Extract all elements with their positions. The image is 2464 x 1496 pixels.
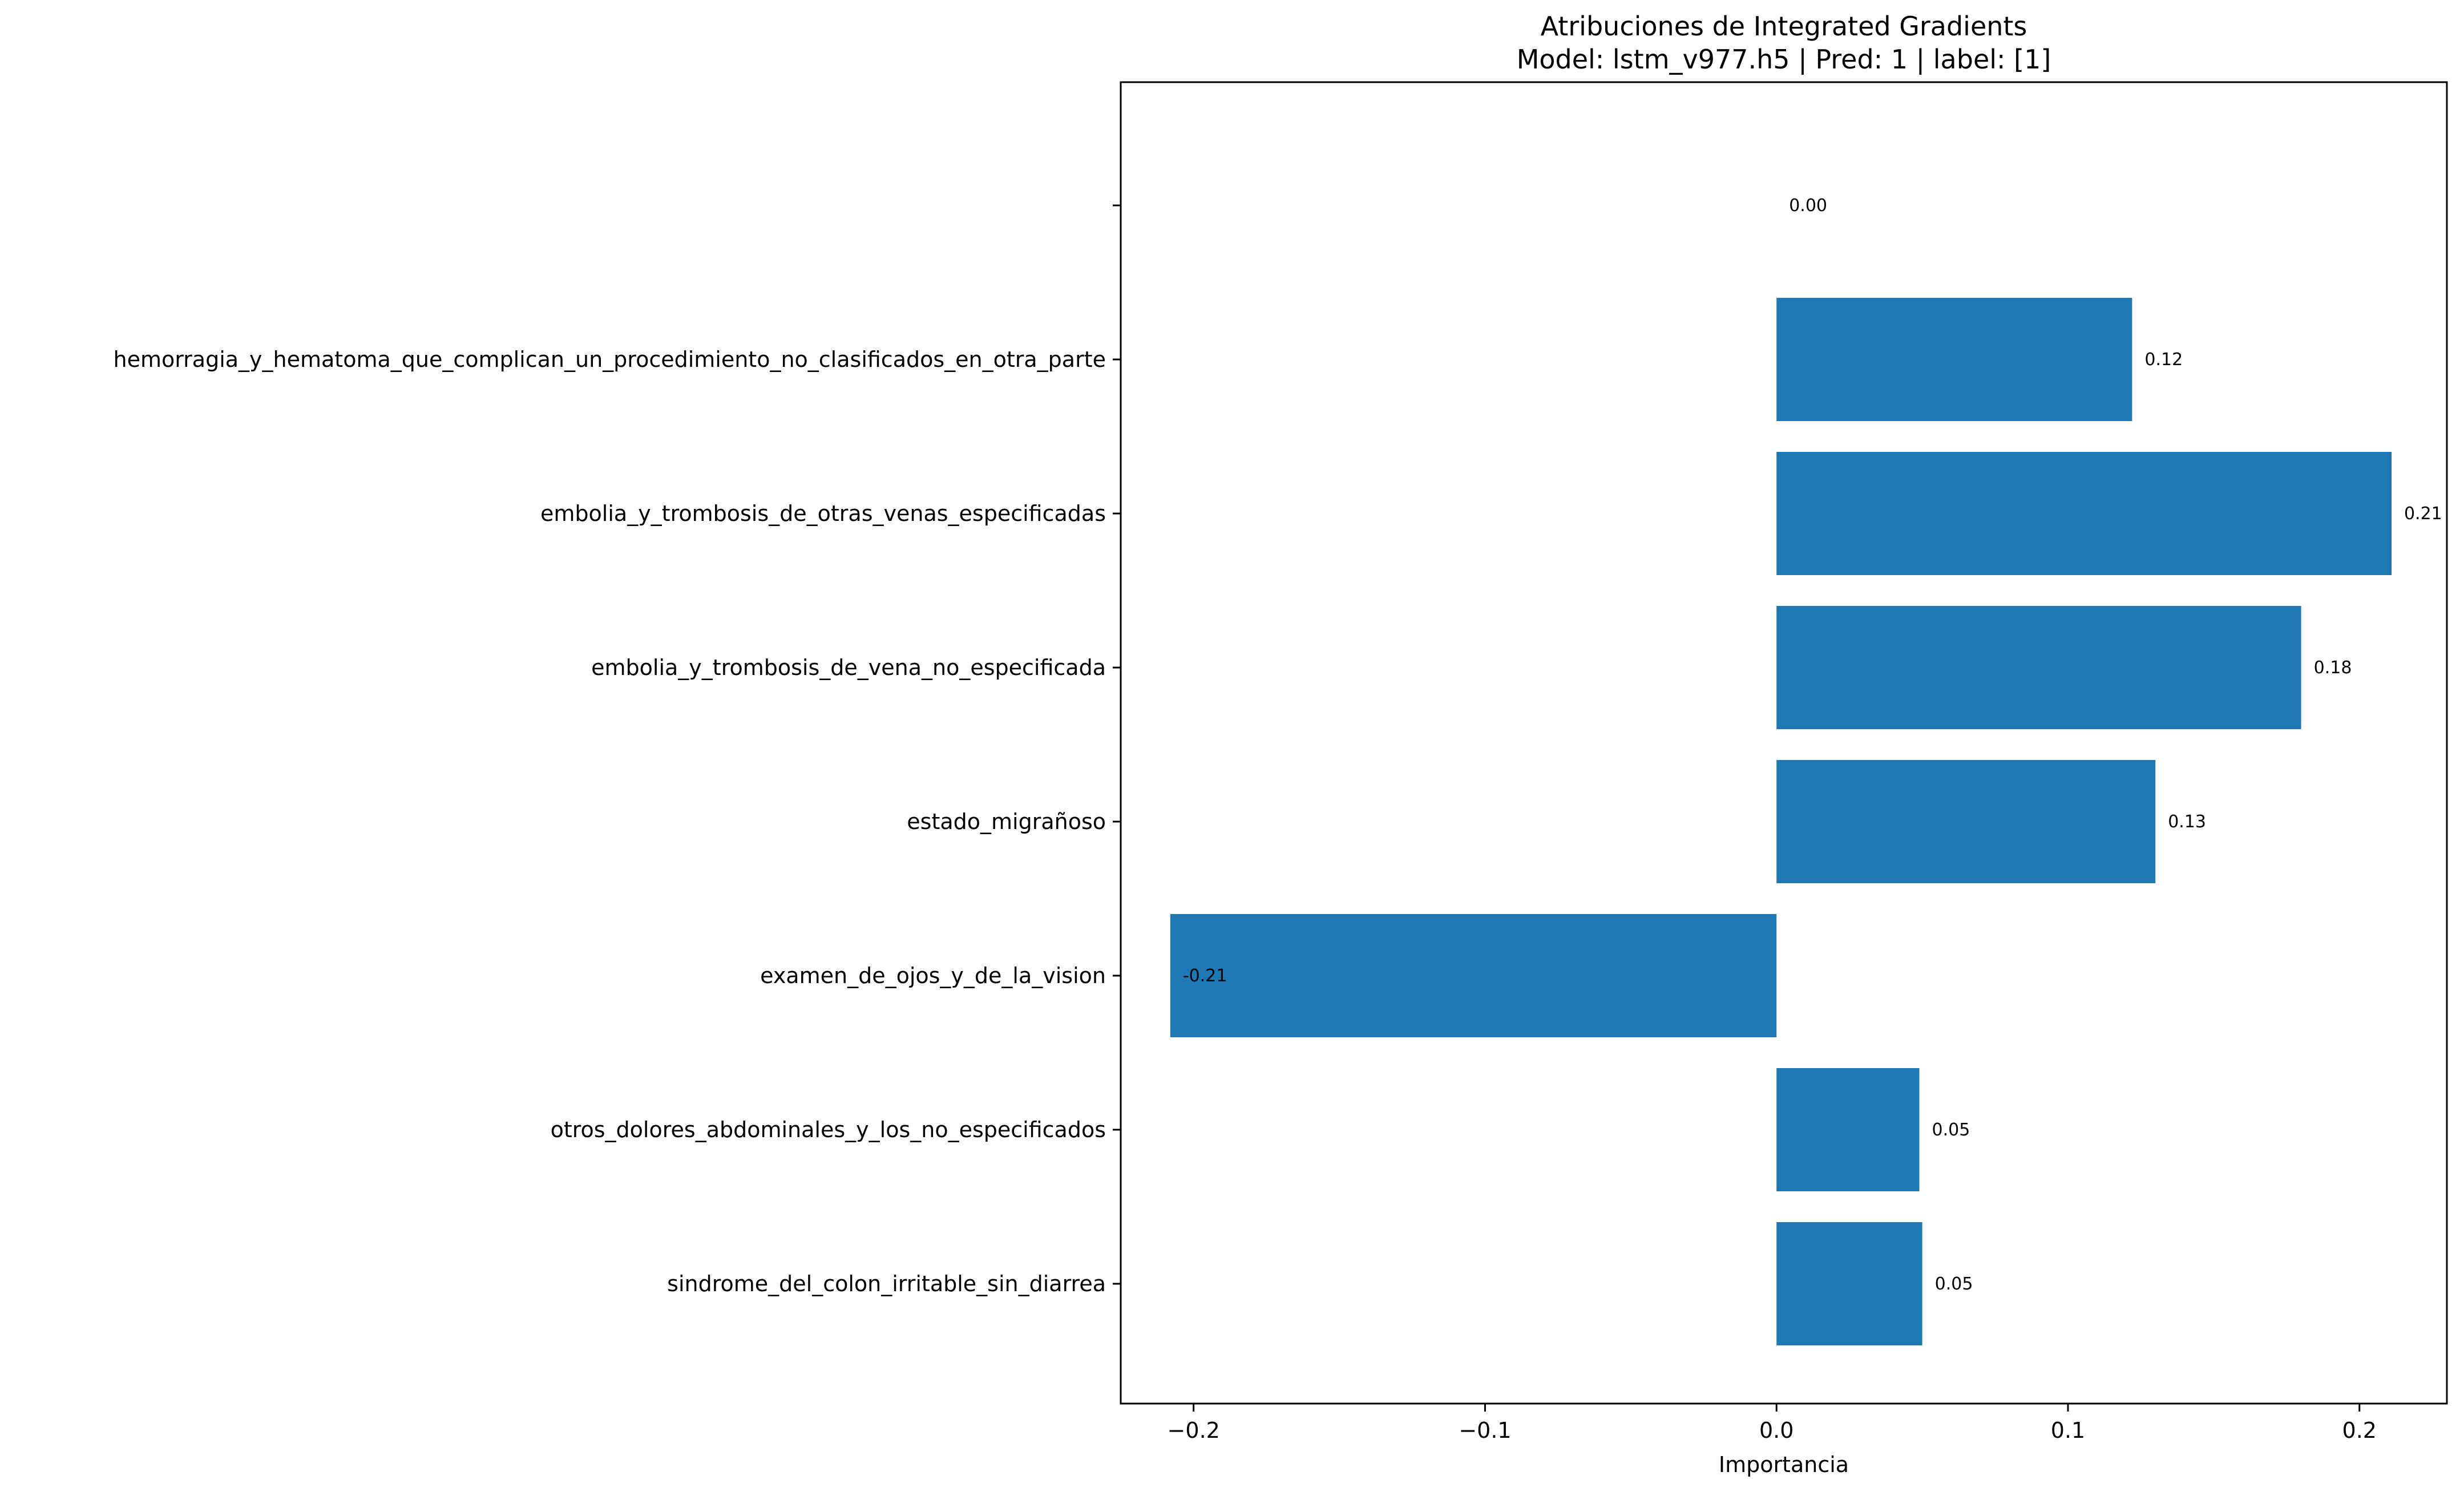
x-tick-label: 0.1 <box>2051 1418 2085 1443</box>
bar <box>1776 1222 1922 1345</box>
bar-value-label: 0.12 <box>2144 350 2183 370</box>
y-tick-label: embolia_y_trombosis_de_otras_venas_espec… <box>540 501 1106 526</box>
y-axis: hemorragia_y_hematoma_que_complican_un_p… <box>113 204 1121 1296</box>
bar-value-label: 0.18 <box>2314 658 2352 678</box>
plot-area-frame <box>1120 81 2448 1405</box>
y-tick-label: embolia_y_trombosis_de_vena_no_especific… <box>591 655 1106 680</box>
y-tick-label: hemorragia_y_hematoma_que_complican_un_p… <box>113 347 1106 372</box>
chart-subtitle: Model: lstm_v977.h5 | Pred: 1 | label: [… <box>1517 44 2051 75</box>
bar <box>1776 1068 1920 1191</box>
bars-layer: 0.00 0.12 0.21 0.18 0.13 -0.21 0.05 0.05 <box>1170 196 2442 1345</box>
bar <box>1776 298 2132 421</box>
x-axis-label: Importancia <box>1719 1452 1849 1477</box>
x-tick-label: 0.2 <box>2342 1418 2377 1443</box>
x-tick-label: −0.2 <box>1168 1418 1220 1443</box>
chart-title: Atribuciones de Integrated Gradients <box>1541 11 2027 42</box>
bar-value-label: 0.05 <box>1935 1274 1973 1294</box>
x-tick-label: −0.1 <box>1459 1418 1511 1443</box>
bar-value-label: 0.05 <box>1932 1120 1970 1140</box>
bar <box>1170 914 1777 1037</box>
bar-value-label: 0.13 <box>2168 812 2206 832</box>
bar-value-label: 0.00 <box>1789 196 1827 216</box>
y-tick-label: estado_migrañoso <box>907 809 1106 834</box>
bar <box>1776 606 2301 729</box>
x-tick-label: 0.0 <box>1759 1418 1794 1443</box>
y-tick-label: sindrome_del_colon_irritable_sin_diarrea <box>667 1271 1106 1296</box>
bar <box>1776 760 2156 883</box>
bar-value-label: 0.21 <box>2404 504 2442 524</box>
y-tick-label: examen_de_ojos_y_de_la_vision <box>760 963 1106 988</box>
y-tick-label: otros_dolores_abdominales_y_los_no_espec… <box>551 1117 1106 1142</box>
bar-value-label: -0.21 <box>1183 966 1227 986</box>
bar <box>1776 452 2392 575</box>
x-axis: −0.2 −0.1 0.0 0.1 0.2 <box>1168 1404 2377 1443</box>
